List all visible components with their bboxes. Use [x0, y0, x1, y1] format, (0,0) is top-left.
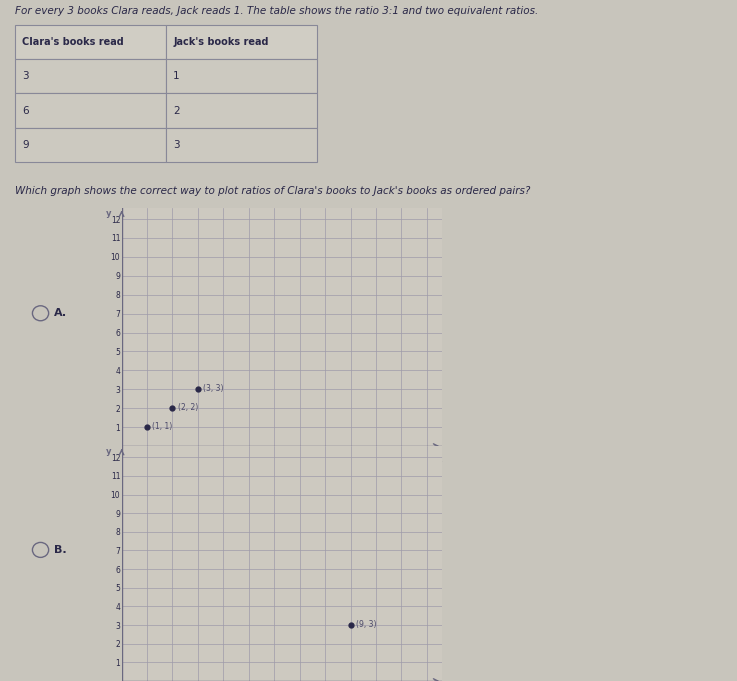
FancyBboxPatch shape: [15, 25, 166, 59]
Text: Which graph shows the correct way to plot ratios of Clara's books to Jack's book: Which graph shows the correct way to plo…: [15, 187, 530, 196]
Text: (9, 3): (9, 3): [356, 620, 376, 629]
Text: For every 3 books Clara reads, Jack reads 1. The table shows the ratio 3:1 and t: For every 3 books Clara reads, Jack read…: [15, 6, 538, 16]
Text: 3: 3: [22, 72, 29, 81]
Text: Clara's books read: Clara's books read: [22, 37, 124, 47]
Text: 3: 3: [173, 140, 180, 150]
Text: 1: 1: [173, 72, 180, 81]
Text: y: y: [106, 447, 111, 456]
FancyBboxPatch shape: [15, 128, 166, 162]
Text: y: y: [106, 209, 111, 218]
FancyBboxPatch shape: [15, 93, 166, 128]
Text: x: x: [437, 455, 442, 464]
Text: 6: 6: [22, 106, 29, 116]
FancyBboxPatch shape: [166, 128, 317, 162]
Text: A.: A.: [54, 308, 67, 318]
Text: 9: 9: [22, 140, 29, 150]
Text: B.: B.: [54, 545, 66, 555]
Text: (2, 2): (2, 2): [178, 402, 198, 412]
Text: (1, 1): (1, 1): [152, 422, 172, 430]
Text: Jack's books read: Jack's books read: [173, 37, 269, 47]
FancyBboxPatch shape: [166, 93, 317, 128]
FancyBboxPatch shape: [166, 25, 317, 59]
FancyBboxPatch shape: [166, 59, 317, 93]
FancyBboxPatch shape: [15, 59, 166, 93]
Text: 2: 2: [173, 106, 180, 116]
Text: (3, 3): (3, 3): [203, 384, 223, 393]
